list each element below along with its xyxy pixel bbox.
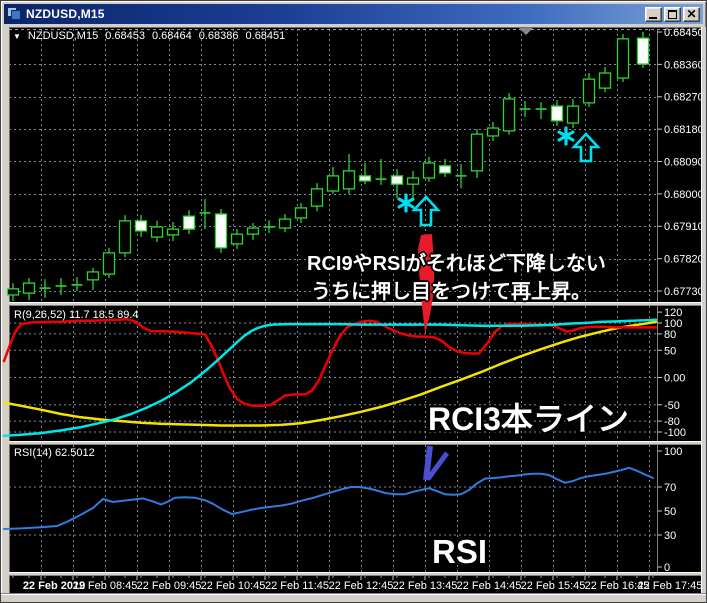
svg-text:-100: -100 (664, 427, 686, 439)
svg-text:0.68360: 0.68360 (664, 59, 704, 71)
close-button[interactable]: ✕ (683, 6, 700, 22)
candlesticks (6, 32, 650, 302)
svg-text:100: 100 (664, 318, 682, 330)
chart-close: 0.68451 (245, 30, 286, 42)
maximize-icon (668, 9, 677, 19)
rci-mid-cyan (2, 318, 658, 438)
svg-text:22 Feb 10:45: 22 Feb 10:45 (201, 580, 266, 592)
svg-text:100: 100 (664, 446, 682, 458)
rci-big-label: RCI3本ライン (428, 401, 629, 437)
svg-text:0.67910: 0.67910 (664, 221, 704, 233)
window-bottom-frame (1, 593, 706, 602)
panel-separator-timeaxis[interactable] (9, 572, 701, 576)
rsi-blue (3, 466, 654, 530)
chart-ohlc-header: ▼ NZDUSD,M15 0.68453 0.68464 0.68386 0.6… (13, 30, 285, 42)
close-icon: ✕ (686, 6, 697, 21)
chart-low: 0.68386 (198, 30, 239, 42)
svg-text:22 Feb 12:45: 22 Feb 12:45 (329, 580, 394, 592)
chevron-down-icon[interactable]: ▼ (13, 31, 21, 41)
svg-text:22 Feb 14:45: 22 Feb 14:45 (457, 580, 522, 592)
svg-text:0.67820: 0.67820 (664, 254, 704, 266)
rsi-indicator-header: RSI(14) 62.5012 (14, 447, 95, 459)
chart-open: 0.68453 (105, 30, 145, 42)
window-right-frame (701, 27, 706, 593)
svg-text:0: 0 (664, 562, 670, 574)
annotation-text-line2: うちに押し目をつけて再上昇。 (311, 281, 591, 303)
price-axis[interactable]: 0.68450 0.68360 0.68270 0.68180 0.68090 0.680… (657, 27, 704, 576)
svg-text:0.68270: 0.68270 (664, 92, 704, 104)
annotation-text-line1: RCI9やRSIがそれほど下降しない (307, 253, 606, 275)
panel-separator-rsi[interactable] (9, 441, 701, 445)
minimize-icon (649, 16, 657, 19)
svg-text:0.68090: 0.68090 (664, 156, 704, 168)
svg-text:80: 80 (664, 329, 676, 341)
svg-text:30: 30 (664, 530, 676, 542)
svg-text:70: 70 (664, 482, 676, 494)
svg-text:0.00: 0.00 (664, 373, 685, 385)
svg-text:50: 50 (664, 506, 676, 518)
chart-client-area[interactable] (9, 27, 701, 593)
svg-text:22 Feb 15:45: 22 Feb 15:45 (521, 580, 586, 592)
svg-text:22 Feb 09:45: 22 Feb 09:45 (137, 580, 202, 592)
svg-text:22 Feb 17:45: 22 Feb 17:45 (638, 580, 703, 592)
svg-text:22 Feb 2019: 22 Feb 2019 (23, 580, 85, 592)
chart-shift-marker-icon (519, 28, 533, 35)
grid-lines (9, 29, 701, 572)
panel-separator-rci[interactable] (9, 302, 701, 306)
rci-indicator-header: R(9,26,52) 11.7 18.5 89.4 (14, 309, 139, 321)
svg-text:50: 50 (664, 345, 676, 357)
svg-text:-50: -50 (664, 400, 680, 412)
app-icon (7, 7, 22, 21)
chart-high: 0.68464 (151, 30, 192, 42)
svg-text:0.68450: 0.68450 (664, 27, 704, 39)
svg-text:0.68180: 0.68180 (664, 124, 704, 136)
minimize-button[interactable] (645, 6, 662, 22)
maximize-button[interactable] (664, 6, 681, 22)
window-title: NZDUSD,M15 (26, 7, 105, 21)
svg-text:0.68000: 0.68000 (664, 189, 704, 201)
svg-text:-80: -80 (664, 416, 680, 428)
svg-text:120: 120 (664, 307, 682, 319)
svg-text:22 Feb 11:45: 22 Feb 11:45 (265, 580, 329, 592)
svg-text:22 Feb 13:45: 22 Feb 13:45 (393, 580, 458, 592)
svg-text:22 Feb 08:45: 22 Feb 08:45 (73, 580, 138, 592)
svg-text:22 Feb 16:45: 22 Feb 16:45 (585, 580, 650, 592)
rsi-big-label: RSI (432, 533, 488, 570)
title-bar[interactable]: NZDUSD,M15 ✕ (4, 4, 703, 24)
chart-symbol: NZDUSD,M15 (27, 30, 99, 42)
svg-text:0.67730: 0.67730 (664, 286, 704, 298)
